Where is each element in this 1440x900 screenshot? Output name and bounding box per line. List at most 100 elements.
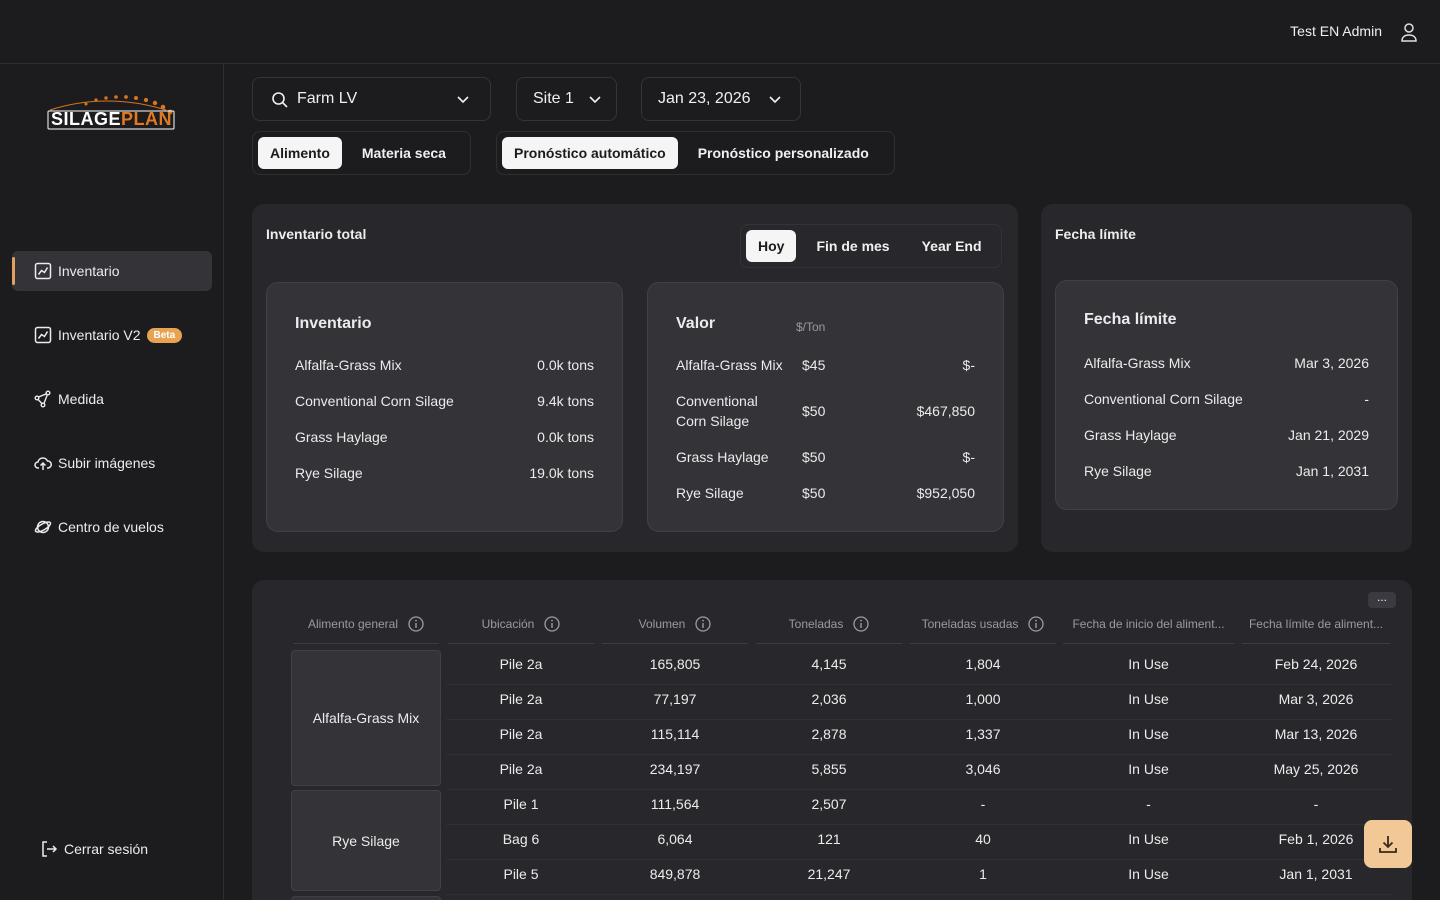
- user-name[interactable]: Test EN Admin: [1290, 23, 1382, 39]
- table-cell: Feb 1, 2026: [1278, 831, 1354, 847]
- table-cell: 77,197: [653, 691, 697, 707]
- info-icon[interactable]: [1028, 616, 1045, 632]
- feed-group-label: Rye Silage: [332, 832, 400, 849]
- table-cell: In Use: [1128, 866, 1169, 882]
- sidebar-item-subir-imagenes[interactable]: Subir imágenes: [12, 443, 212, 483]
- silageplan-logo[interactable]: SILAGEPLAN: [46, 94, 178, 134]
- sidebar-item-inventario[interactable]: Inventario: [12, 251, 212, 291]
- sidebar-item-label: Inventario: [58, 263, 120, 279]
- info-icon[interactable]: [695, 616, 711, 632]
- cloud-upload-icon: [34, 457, 52, 470]
- toggle-alimento[interactable]: Alimento: [258, 137, 342, 169]
- column-header[interactable]: Toneladas usadas: [908, 614, 1058, 634]
- sidebar-item-label: Centro de vuelos: [58, 519, 164, 535]
- mode-toggle: Alimento Materia seca: [252, 131, 471, 175]
- farm-select-value: Farm LV: [297, 90, 358, 107]
- toggle-materia-seca[interactable]: Materia seca: [361, 145, 446, 161]
- beta-badge: Beta: [146, 327, 183, 343]
- deadline-row-label: Alfalfa-Grass Mix: [1084, 355, 1191, 371]
- planet-icon: [34, 520, 52, 534]
- table-cell: 849,878: [649, 866, 701, 882]
- deadline-row-value: Jan 21, 2029: [1288, 427, 1369, 443]
- tab-fin-de-mes[interactable]: Fin de mes: [816, 238, 890, 254]
- info-icon[interactable]: [853, 616, 870, 632]
- column-header-divider: [293, 643, 439, 644]
- column-header[interactable]: Ubicación: [446, 614, 596, 634]
- feed-group-cell[interactable]: Rye Silage: [291, 790, 441, 891]
- inventory-row-label: Conventional Corn Silage: [295, 393, 454, 409]
- column-header-label: Ubicación: [481, 617, 535, 631]
- sidebar: SILAGEPLAN Inventario Inventario V2 Beta…: [0, 64, 224, 900]
- toggle-pronostico-personalizado[interactable]: Pronóstico personalizado: [697, 145, 869, 161]
- deadline-row-label: Grass Haylage: [1084, 427, 1177, 443]
- info-icon[interactable]: [544, 616, 560, 632]
- inventory-row-label: Rye Silage: [295, 465, 363, 481]
- value-card-unit: $/Ton: [796, 320, 826, 334]
- column-header[interactable]: Fecha de inicio del aliment...: [1061, 614, 1236, 634]
- inventory-row-label: Alfalfa-Grass Mix: [295, 357, 402, 373]
- row-divider: [446, 684, 1392, 685]
- farm-select[interactable]: Farm LV: [252, 77, 491, 121]
- table-cell: Bag 6: [502, 831, 540, 847]
- table-cell: 2,878: [811, 726, 847, 742]
- column-header-label: Alimento general: [307, 617, 399, 631]
- table-cell: May 25, 2026: [1273, 761, 1359, 777]
- chart-line-icon: [34, 326, 52, 344]
- info-icon[interactable]: [408, 616, 424, 632]
- inventory-row-value: 19.0k tons: [529, 465, 594, 481]
- toggle-pronostico-automatico[interactable]: Pronóstico automático: [502, 137, 678, 169]
- column-header[interactable]: Toneladas: [754, 614, 904, 634]
- date-select-value: Jan 23, 2026: [658, 90, 751, 107]
- feed-group-cell[interactable]: [291, 896, 441, 900]
- forecast-toggle: Pronóstico automático Pronóstico persona…: [496, 131, 895, 175]
- table-cell: Mar 13, 2026: [1274, 726, 1358, 742]
- table-cell: 1: [979, 866, 987, 882]
- inventory-card: Inventario Alfalfa-Grass Mix 0.0k tons C…: [266, 282, 623, 532]
- more-options-button[interactable]: ...: [1368, 591, 1396, 608]
- inventory-card-title: Inventario: [295, 315, 372, 332]
- chevron-down-icon: [589, 96, 601, 104]
- table-cell: Pile 2a: [499, 656, 543, 672]
- date-select[interactable]: Jan 23, 2026: [641, 77, 801, 121]
- row-divider: [446, 894, 1392, 895]
- value-row-total: $-: [962, 357, 975, 373]
- table-cell: 21,247: [807, 866, 851, 882]
- site-select-value: Site 1: [533, 90, 574, 107]
- tab-hoy[interactable]: Hoy: [746, 230, 797, 262]
- table-cell: -: [1313, 796, 1319, 812]
- value-row-label: Rye Silage: [676, 485, 744, 501]
- user-icon[interactable]: [1398, 20, 1420, 44]
- table-cell: 1,804: [965, 656, 1001, 672]
- sidebar-item-medida[interactable]: Medida: [12, 379, 212, 419]
- logout-label: Cerrar sesión: [64, 841, 149, 857]
- column-header[interactable]: Fecha límite de aliment...: [1240, 614, 1392, 634]
- deadline-panel-title: Fecha límite: [1055, 226, 1136, 242]
- table-cell: 6,064: [657, 831, 693, 847]
- sidebar-item-centro-de-vuelos[interactable]: Centro de vuelos: [12, 507, 212, 547]
- table-cell: Jan 1, 2031: [1279, 866, 1353, 882]
- table-cell: 2,036: [811, 691, 847, 707]
- inventory-panel-title: Inventario total: [266, 226, 367, 242]
- column-header-label: Toneladas: [788, 617, 844, 631]
- table-cell: Pile 5: [503, 866, 539, 882]
- chart-line-icon: [34, 262, 52, 280]
- value-row-label: Alfalfa-Grass Mix: [676, 357, 783, 373]
- column-header[interactable]: Volumen: [600, 614, 750, 634]
- download-button[interactable]: [1364, 820, 1412, 868]
- value-row-price: $50: [802, 403, 826, 419]
- column-header[interactable]: Alimento general: [291, 614, 441, 634]
- table-cell: In Use: [1128, 726, 1169, 742]
- logout-button[interactable]: Cerrar sesión: [40, 840, 148, 858]
- site-select[interactable]: Site 1: [516, 77, 617, 121]
- chevron-down-icon: [457, 96, 469, 104]
- table-cell: 1,000: [965, 691, 1001, 707]
- table-cell: -: [1146, 796, 1151, 812]
- sidebar-item-inventario-v2[interactable]: Inventario V2 Beta: [12, 315, 212, 355]
- tab-year-end[interactable]: Year End: [921, 238, 982, 254]
- table-cell: 165,805: [649, 656, 701, 672]
- value-row-price: $50: [802, 485, 826, 501]
- value-row-total: $467,850: [916, 403, 975, 419]
- row-divider: [446, 789, 1392, 790]
- feed-group-cell[interactable]: Alfalfa-Grass Mix: [291, 650, 441, 786]
- table-cell: Pile 2a: [499, 761, 543, 777]
